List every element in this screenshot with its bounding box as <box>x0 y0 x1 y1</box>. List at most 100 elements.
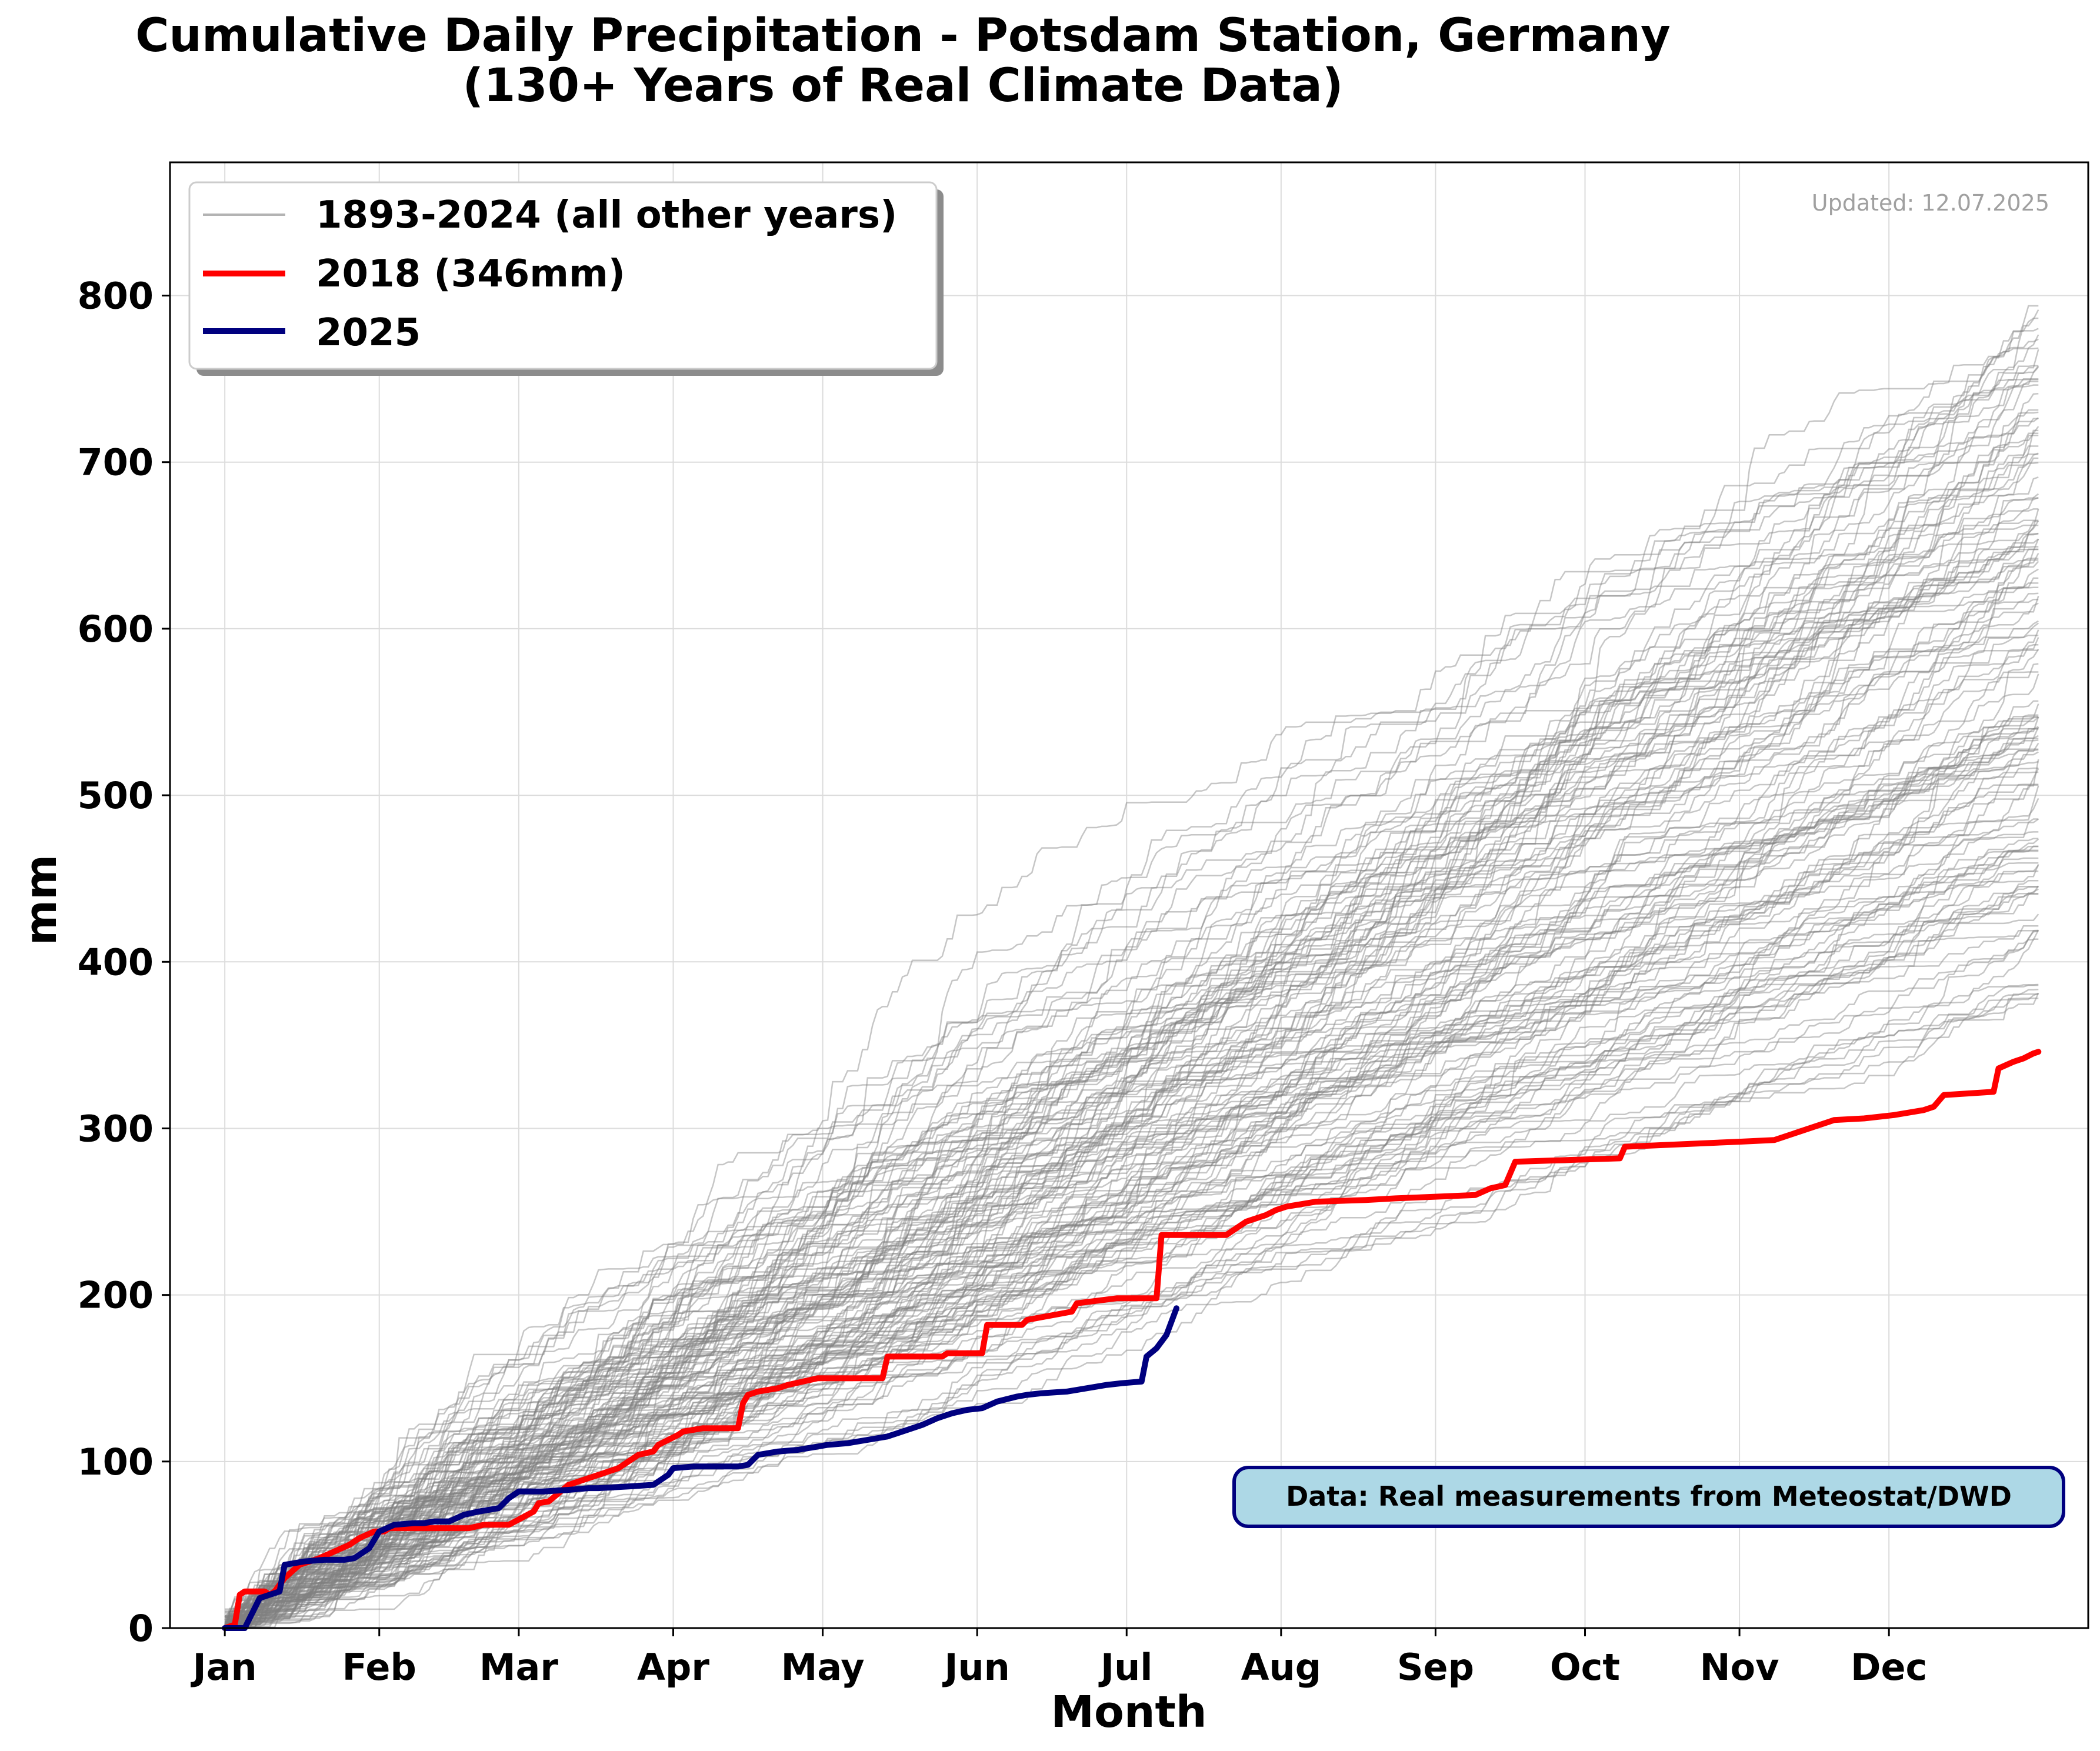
background-year-line <box>224 742 2039 1624</box>
background-year-line <box>225 338 2039 1629</box>
background-year-line <box>225 893 2039 1622</box>
x-tick-label-feb: Feb <box>342 1646 416 1689</box>
background-year-line <box>225 493 2039 1626</box>
background-year-line <box>225 831 2039 1629</box>
background-year-line <box>225 767 2039 1629</box>
background-year-line <box>225 532 2039 1629</box>
background-year-line <box>224 586 2039 1629</box>
background-year-line <box>225 538 2039 1629</box>
y-tick-label-0: 0 <box>128 1607 154 1650</box>
background-year-line <box>225 508 2039 1629</box>
background-year-line <box>225 417 2039 1629</box>
background-year-line <box>225 378 2039 1613</box>
y-tick-label-200: 200 <box>78 1274 154 1317</box>
y-axis-label: mm <box>16 855 66 945</box>
background-year-line <box>224 728 2039 1629</box>
x-tick-label-jul: Jul <box>1098 1646 1152 1689</box>
series-line-2025 <box>222 1305 1179 1631</box>
background-year-line <box>225 644 2039 1629</box>
y-tick-label-100: 100 <box>78 1440 154 1483</box>
background-year-line <box>225 857 2039 1618</box>
background-year-line <box>225 863 2039 1623</box>
x-tick-label-jan: Jan <box>191 1646 257 1689</box>
background-year-line <box>224 886 2039 1629</box>
background-year-line <box>224 714 2039 1628</box>
background-year-line <box>225 366 2039 1625</box>
background-year-line <box>225 533 2039 1629</box>
background-year-line <box>225 524 2039 1628</box>
background-year-line <box>225 452 2039 1629</box>
background-year-line <box>225 411 2039 1629</box>
background-year-line <box>225 997 2039 1626</box>
background-year-line <box>224 771 2039 1626</box>
background-year-line <box>225 592 2039 1629</box>
background-year-line <box>224 476 2039 1629</box>
background-year-line <box>225 620 2039 1626</box>
background-year-line <box>224 568 2039 1629</box>
background-year-line <box>225 649 2039 1629</box>
background-year-line <box>224 595 2039 1629</box>
background-year-line <box>225 392 2039 1629</box>
background-year-line <box>225 716 2039 1618</box>
background-year-line <box>224 930 2039 1629</box>
background-year-line <box>225 317 2039 1629</box>
y-tick-label-600: 600 <box>78 608 154 651</box>
background-year-line <box>225 649 2039 1629</box>
background-year-line <box>225 663 2039 1629</box>
background-year-line <box>225 496 2039 1629</box>
background-year-line <box>225 432 2039 1610</box>
background-year-line <box>225 700 2039 1620</box>
legend-label-other-years: 1893-2024 (all other years) <box>316 194 897 237</box>
background-year-line <box>225 984 2039 1629</box>
legend-label-2018: 2018 (346mm) <box>316 252 625 296</box>
background-year-line <box>225 381 2039 1628</box>
y-tick-label-500: 500 <box>78 774 154 817</box>
background-year-line <box>224 418 2039 1617</box>
background-year-line <box>225 508 2039 1629</box>
background-year-line <box>224 309 2039 1625</box>
background-year-line <box>225 548 2039 1628</box>
background-year-line <box>225 365 2039 1629</box>
background-year-line <box>224 726 2039 1629</box>
background-year-line <box>224 992 2039 1627</box>
background-year-line <box>224 993 2039 1628</box>
x-tick-label-aug: Aug <box>1241 1646 1322 1689</box>
background-year-line <box>225 334 2039 1629</box>
background-year-line <box>224 929 2039 1619</box>
background-year-line <box>225 538 2039 1629</box>
background-year-line <box>225 559 2039 1629</box>
background-year-line <box>225 553 2039 1629</box>
background-year-line <box>224 913 2039 1629</box>
background-year-line <box>225 726 2039 1629</box>
background-year-line <box>225 457 2039 1629</box>
x-tick-label-mar: Mar <box>479 1646 559 1689</box>
background-year-line <box>224 728 2039 1621</box>
background-year-line <box>225 453 2039 1629</box>
background-year-line <box>224 785 2039 1628</box>
updated-text: Updated: 12.07.2025 <box>1812 190 2049 216</box>
background-year-line <box>225 838 2039 1627</box>
background-year-line <box>225 849 2039 1626</box>
x-axis-ticks: Jan Feb Mar Apr May Jun Jul Aug Sep Oct Nov Dec <box>191 1628 1927 1689</box>
background-year-line <box>224 751 2039 1629</box>
background-year-line <box>225 818 2039 1629</box>
data-source-note: Data: Real measurements from Meteostat/D… <box>1232 1466 2065 1528</box>
x-tick-label-oct: Oct <box>1550 1646 1620 1689</box>
highlight-series-lines <box>222 1049 2042 1631</box>
background-year-line <box>225 582 2039 1629</box>
background-year-line <box>225 862 2039 1622</box>
background-year-line <box>225 925 2039 1629</box>
background-year-line <box>224 546 2039 1629</box>
background-year-line <box>224 634 2039 1629</box>
background-year-line <box>225 673 2039 1628</box>
background-year-line <box>224 784 2039 1629</box>
background-year-line <box>225 738 2039 1629</box>
background-year-line <box>225 426 2039 1629</box>
background-year-line <box>225 577 2039 1629</box>
background-year-line <box>225 735 2039 1627</box>
background-year-line <box>224 497 2039 1629</box>
x-tick-label-may: May <box>781 1646 865 1689</box>
background-year-line <box>224 521 2039 1625</box>
background-year-line <box>224 519 2039 1629</box>
